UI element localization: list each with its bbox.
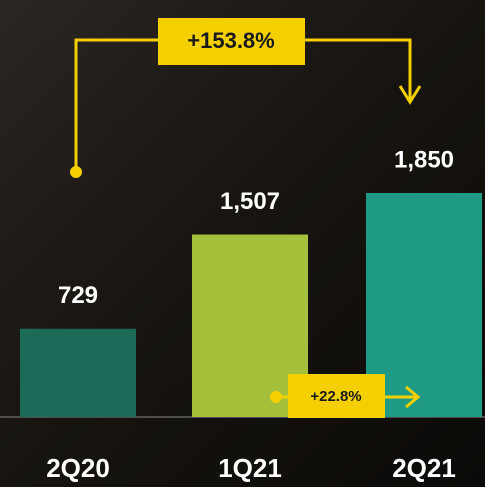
value-label: 1,850	[394, 146, 454, 173]
value-label: 1,507	[220, 188, 280, 215]
x-tick-label: 2Q20	[46, 453, 110, 483]
bracket-dot	[70, 166, 82, 178]
small-dot	[270, 391, 282, 403]
value-label: 729	[58, 282, 98, 309]
bar	[20, 329, 136, 417]
x-tick-label: 1Q21	[218, 453, 282, 483]
x-tick-label: 2Q21	[392, 453, 456, 483]
annotation: +22.8%	[310, 388, 361, 405]
chart: +153.8% 729 2Q20 1,507 1Q21 1,850 2Q21 +22.8%	[0, 0, 485, 487]
page: +153.8% 729 2Q20 1,507 1Q21 1,850 2Q21 +22.8%…	[0, 0, 485, 487]
annotation: +153.8%	[187, 28, 274, 53]
